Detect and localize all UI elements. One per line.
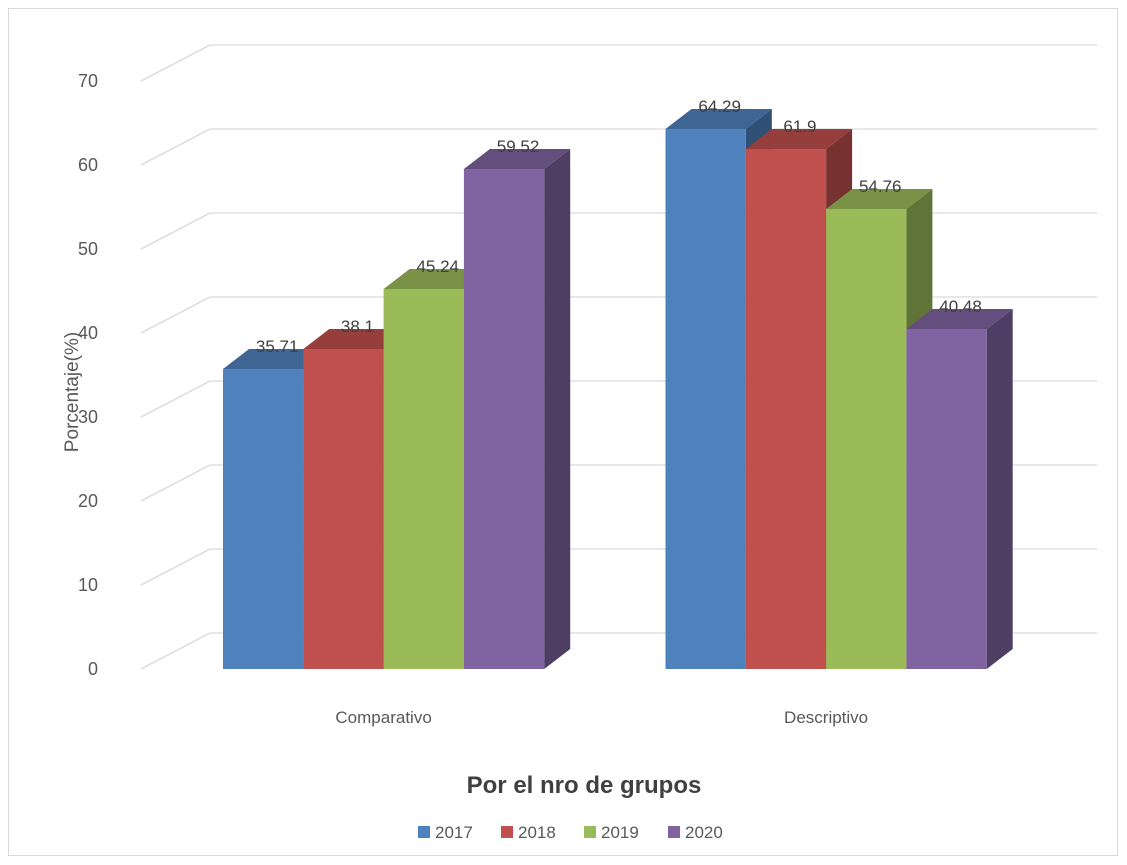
data-label: 59.52 [497, 137, 540, 156]
y-axis-ticks: 0 10 20 30 40 50 60 70 [78, 71, 98, 679]
bar-top-2020 [463, 149, 571, 170]
bar-top-2018 [745, 129, 853, 150]
bar-top-2020 [906, 308, 1013, 329]
category-label: Comparativo [335, 708, 431, 727]
bar-2017 [223, 369, 304, 669]
gridline-side [140, 128, 211, 166]
data-label: 38.1 [341, 317, 374, 336]
gridline-side [140, 548, 211, 586]
x-axis-categories: Comparativo Descriptivo [335, 708, 868, 727]
bar-2020 [463, 169, 545, 670]
gridline-side [140, 464, 211, 502]
y-tick-label: 0 [88, 659, 98, 679]
data-label: 64.29 [698, 97, 741, 116]
data-labels: 35.71 38.1 45.24 59.52 64.29 61.9 54.76 40.48 [256, 97, 982, 356]
legend-swatch [418, 826, 430, 838]
bar-top-2019 [826, 189, 933, 210]
legend: 2017 2018 2019 2020 [418, 823, 723, 842]
legend-label: 2018 [518, 823, 556, 842]
gridline-side [140, 380, 211, 418]
legend-swatch [668, 826, 680, 838]
legend-swatch [501, 826, 513, 838]
y-tick-label: 60 [78, 155, 98, 175]
data-label: 40.48 [939, 297, 982, 316]
x-axis-title: Por el nro de grupos [467, 772, 702, 799]
y-tick-label: 30 [78, 407, 98, 427]
y-tick-label: 10 [78, 575, 98, 595]
bar-top-2017 [665, 108, 772, 129]
bar-2018 [745, 149, 827, 670]
bar-2019 [383, 288, 464, 669]
bar-side-2020 [544, 149, 571, 670]
bar-top-2019 [383, 268, 490, 289]
bar-top-2017 [223, 349, 330, 370]
legend-label: 2019 [601, 823, 639, 842]
y-tick-label: 70 [78, 71, 98, 91]
bar-top-2018 [303, 328, 410, 349]
gridline-side [140, 296, 211, 334]
data-label: 61.9 [783, 117, 816, 136]
y-tick-label: 40 [78, 323, 98, 343]
legend-label: 2017 [435, 823, 473, 842]
gridline-side [140, 212, 211, 250]
gridline-side [140, 632, 211, 670]
bar-side-2020 [986, 308, 1013, 669]
bar-2019 [826, 209, 907, 670]
category-label: Descriptivo [784, 708, 868, 727]
data-label: 54.76 [859, 177, 902, 196]
bars [223, 108, 1013, 670]
y-axis-title: Porcentaje(%) [62, 332, 83, 452]
bar-2017 [665, 128, 746, 670]
data-label: 35.71 [256, 337, 299, 356]
legend-label: 2020 [685, 823, 723, 842]
y-tick-label: 20 [78, 491, 98, 511]
bar-2018 [303, 348, 384, 669]
y-tick-label: 50 [78, 239, 98, 259]
legend-swatch [584, 826, 596, 838]
data-label: 45.24 [416, 257, 459, 276]
bar-2020 [906, 328, 987, 669]
gridline-side [140, 44, 211, 82]
